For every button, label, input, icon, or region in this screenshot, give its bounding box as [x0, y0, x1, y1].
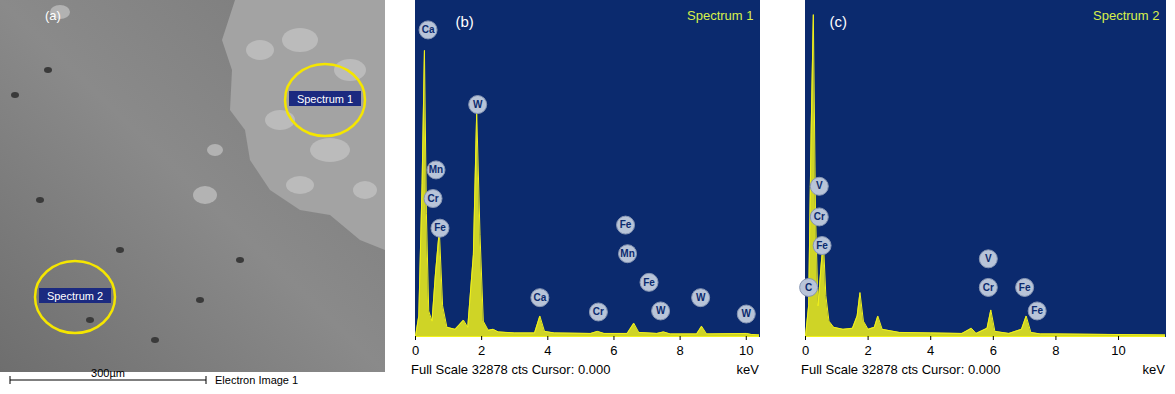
svg-text:0: 0 [802, 343, 809, 358]
svg-text:Ca: Ca [533, 292, 546, 303]
svg-text:W: W [742, 308, 752, 319]
svg-text:Spectrum 1: Spectrum 1 [297, 93, 353, 105]
svg-text:W: W [656, 305, 666, 316]
svg-text:8: 8 [676, 343, 683, 358]
svg-text:2: 2 [864, 343, 871, 358]
svg-text:V: V [816, 180, 823, 191]
svg-text:V: V [985, 253, 992, 264]
svg-text:Cr: Cr [593, 306, 604, 317]
svg-text:W: W [696, 292, 706, 303]
svg-text:(a): (a) [45, 8, 61, 23]
svg-text:Fe: Fe [1019, 282, 1031, 293]
svg-text:Spectrum 2: Spectrum 2 [47, 290, 103, 302]
html-text:keV: keV [736, 362, 759, 377]
html-text:keV: keV [1142, 362, 1165, 377]
svg-text:Fe: Fe [816, 240, 828, 251]
svg-text:0: 0 [412, 343, 419, 358]
svg-text:4: 4 [544, 343, 551, 358]
svg-text:Mn: Mn [429, 164, 443, 175]
svg-text:Fe: Fe [620, 219, 632, 230]
svg-text:Cr: Cr [983, 282, 994, 293]
svg-text:6: 6 [990, 343, 997, 358]
svg-text:10: 10 [1111, 343, 1125, 358]
svg-text:Ca: Ca [422, 24, 435, 35]
svg-text:W: W [473, 99, 483, 110]
svg-text:Cr: Cr [427, 193, 438, 204]
svg-text:10: 10 [739, 343, 753, 358]
svg-text:Fe: Fe [643, 277, 655, 288]
svg-text:2: 2 [478, 343, 485, 358]
svg-text:C: C [805, 282, 812, 293]
svg-text:(c): (c) [830, 13, 848, 30]
html-text:Full Scale 32878 cts Cursor: 0: Full Scale 32878 cts Cursor: 0.000 [411, 362, 611, 377]
svg-text:6: 6 [610, 343, 617, 358]
svg-text:4: 4 [927, 343, 934, 358]
svg-text:Cr: Cr [814, 211, 825, 222]
html-text:Full Scale 32878 cts Cursor: 0: Full Scale 32878 cts Cursor: 0.000 [801, 362, 1001, 377]
svg-text:Fe: Fe [1031, 305, 1043, 316]
svg-text:Mn: Mn [620, 248, 634, 259]
svg-text:8: 8 [1052, 343, 1059, 358]
svg-text:(b): (b) [456, 13, 474, 30]
svg-text:Spectrum 1: Spectrum 1 [687, 8, 753, 23]
svg-text:Spectrum 2: Spectrum 2 [1093, 8, 1159, 23]
svg-text:Fe: Fe [434, 222, 446, 233]
svg-text:300µm: 300µm [91, 367, 125, 379]
svg-text:Electron Image 1: Electron Image 1 [215, 374, 298, 386]
